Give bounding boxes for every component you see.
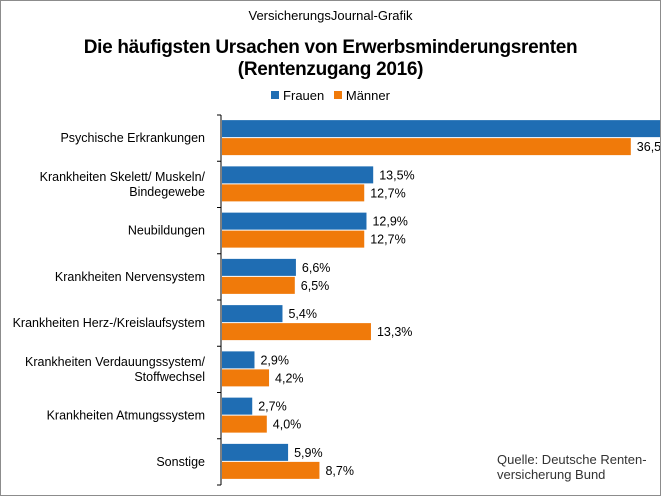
category-label: Krankheiten Nervensystem bbox=[55, 270, 205, 284]
legend-label-frauen: Frauen bbox=[283, 87, 325, 103]
category-label: Krankheiten Skelett/ Muskeln/ bbox=[40, 170, 206, 184]
legend-swatch-frauen bbox=[271, 91, 280, 99]
data-label-frauen: 2,9% bbox=[260, 353, 289, 367]
header-text: VersicherungsJournal-Grafik bbox=[248, 8, 413, 23]
bar-frauen bbox=[222, 258, 296, 276]
legend-item-frauen: Frauen bbox=[271, 88, 324, 103]
bar-maenner bbox=[222, 461, 320, 479]
category-label: Psychische Erkrankungen bbox=[60, 131, 205, 145]
bar-frauen bbox=[222, 443, 289, 461]
chart-title-block: Die häufigsten Ursachen von Erwerbsminde… bbox=[1, 37, 660, 81]
category-label: Stoffwechsel bbox=[134, 370, 205, 384]
bar-frauen bbox=[222, 120, 660, 138]
data-label-maenner: 6,5% bbox=[301, 279, 330, 293]
bar-maenner bbox=[222, 323, 371, 341]
chart-subtitle: (Rentenzugang 2016) bbox=[237, 59, 424, 80]
category-label: Krankheiten Herz-/Kreislaufsystem bbox=[13, 316, 205, 330]
data-label-frauen: 6,6% bbox=[302, 261, 331, 275]
data-label-maenner: 12,7% bbox=[370, 186, 405, 200]
data-label-maenner: 13,3% bbox=[377, 325, 412, 339]
legend-item-maenner: Männer bbox=[333, 87, 390, 103]
category-label: Bindegewebe bbox=[129, 185, 205, 199]
category-label: Sonstige bbox=[156, 455, 205, 469]
bar-frauen bbox=[222, 305, 283, 323]
data-label-frauen: 13,5% bbox=[379, 168, 414, 182]
data-label-frauen: 5,4% bbox=[288, 307, 317, 321]
bar-maenner bbox=[222, 369, 270, 387]
category-label: Neubildungen bbox=[128, 224, 205, 238]
bar-maenner bbox=[222, 138, 631, 156]
bar-maenner bbox=[222, 276, 295, 294]
category-label: Krankheiten Verdauungssystem/ bbox=[25, 355, 205, 369]
bar-frauen bbox=[222, 212, 367, 230]
bar-frauen bbox=[222, 351, 255, 369]
data-label-maenner: 36,5% bbox=[637, 140, 660, 154]
data-label-maenner: 12,7% bbox=[370, 233, 405, 247]
data-label-frauen: 2,7% bbox=[258, 400, 287, 414]
bar-maenner bbox=[222, 184, 365, 202]
category-label: Krankheiten Atmungssystem bbox=[47, 409, 205, 423]
legend-label-maenner: Männer bbox=[345, 87, 390, 103]
data-label-maenner: 4,2% bbox=[275, 371, 304, 385]
data-label-frauen: 12,9% bbox=[372, 215, 407, 229]
source-note: Quelle: Deutsche Renten- versicherung Bu… bbox=[497, 452, 657, 482]
data-label-maenner: 4,0% bbox=[273, 418, 302, 432]
bar-maenner bbox=[222, 415, 267, 433]
bar-frauen bbox=[222, 166, 374, 184]
chart-title: Die häufigsten Ursachen von Erwerbsminde… bbox=[83, 37, 578, 58]
data-label-maenner: 8,7% bbox=[325, 464, 354, 478]
source-line-1: Quelle: Deutsche Renten- bbox=[497, 452, 647, 467]
legend-swatch-maenner bbox=[333, 91, 342, 99]
data-label-frauen: 5,9% bbox=[294, 446, 323, 460]
source-line-2: versicherung Bund bbox=[497, 467, 606, 482]
legend: Frauen Männer bbox=[1, 87, 660, 103]
bar-maenner bbox=[222, 230, 365, 248]
bar-frauen bbox=[222, 397, 253, 415]
